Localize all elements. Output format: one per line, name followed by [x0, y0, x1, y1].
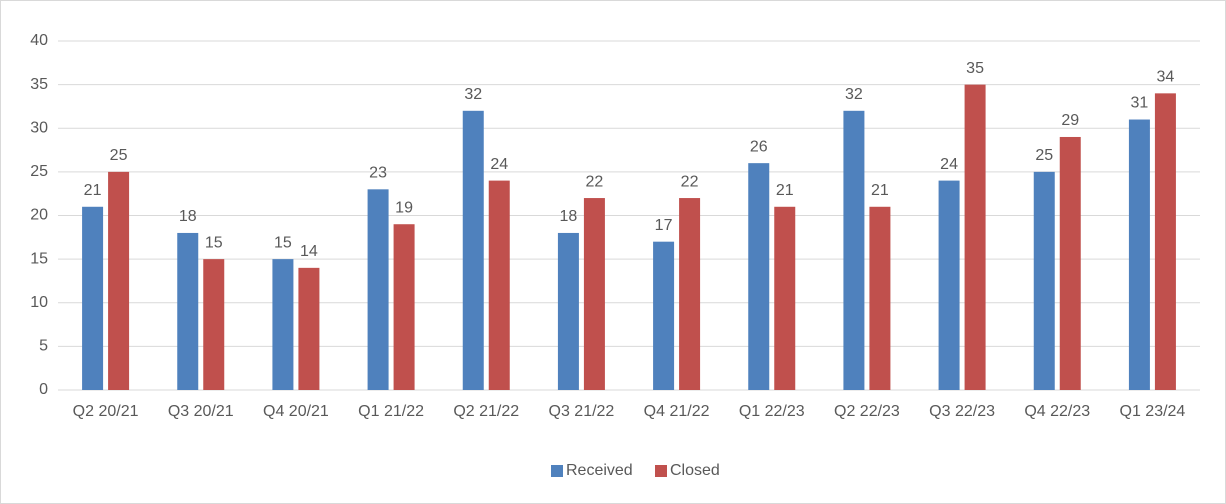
y-tick-label: 15: [30, 250, 48, 267]
data-label: 29: [1061, 112, 1079, 129]
x-tick-label: Q3 20/21: [168, 403, 234, 420]
bar: [488, 180, 510, 390]
data-label: 19: [395, 199, 413, 216]
bar: [1154, 93, 1176, 390]
bar: [679, 198, 701, 390]
y-tick-label: 5: [39, 338, 48, 355]
x-tick-label: Q3 22/23: [929, 403, 995, 420]
data-label: 21: [776, 182, 794, 199]
x-tick-label: Q3 21/22: [549, 403, 615, 420]
bar: [869, 206, 891, 390]
bar: [177, 232, 199, 390]
data-label: 15: [205, 234, 223, 251]
y-tick-label: 25: [30, 163, 48, 180]
bar: [272, 259, 294, 390]
data-label: 26: [750, 138, 768, 155]
data-label: 15: [274, 234, 292, 251]
data-label: 21: [84, 182, 102, 199]
bar: [1033, 171, 1055, 390]
data-label: 22: [586, 173, 604, 190]
y-tick-label: 0: [39, 381, 48, 398]
bar: [748, 163, 770, 390]
bar: [774, 206, 796, 390]
data-label: 34: [1157, 69, 1175, 86]
bar: [1059, 136, 1081, 390]
data-label: 22: [681, 173, 699, 190]
bar: [393, 224, 415, 390]
x-tick-label: Q1 21/22: [358, 403, 424, 420]
bar: [843, 110, 865, 391]
bar: [367, 189, 389, 390]
legend-swatch: [551, 465, 563, 477]
legend-label: Received: [566, 462, 633, 479]
data-label: 32: [464, 86, 482, 103]
bar: [82, 206, 104, 390]
data-label: 14: [300, 243, 318, 260]
x-tick-label: Q2 21/22: [453, 403, 519, 420]
data-label: 23: [369, 165, 387, 182]
x-tick-label: Q1 23/24: [1120, 403, 1186, 420]
data-label: 18: [560, 208, 578, 225]
data-label: 32: [845, 86, 863, 103]
x-tick-label: Q1 22/23: [739, 403, 805, 420]
data-label: 24: [490, 156, 508, 173]
x-tick-label: Q4 22/23: [1024, 403, 1090, 420]
legend-label: Closed: [670, 462, 720, 479]
bar: [108, 171, 130, 390]
bar: [1128, 119, 1150, 391]
bar: [964, 84, 986, 390]
legend-swatch: [655, 465, 667, 477]
x-tick-label: Q2 20/21: [73, 403, 139, 420]
data-label: 21: [871, 182, 889, 199]
bar: [298, 267, 320, 390]
data-label: 31: [1131, 95, 1149, 112]
y-tick-label: 40: [30, 32, 48, 49]
x-tick-label: Q2 22/23: [834, 403, 900, 420]
x-tick-label: Q4 20/21: [263, 403, 329, 420]
x-tick-label: Q4 21/22: [644, 403, 710, 420]
y-tick-label: 35: [30, 76, 48, 93]
data-label: 17: [655, 217, 673, 234]
y-tick-label: 10: [30, 294, 48, 311]
data-label: 18: [179, 208, 197, 225]
data-label: 35: [966, 60, 984, 77]
bar: [203, 259, 225, 390]
y-tick-label: 20: [30, 207, 48, 224]
data-label: 24: [940, 156, 958, 173]
data-label: 25: [110, 147, 128, 164]
bar: [462, 110, 484, 391]
bar: [583, 198, 605, 390]
data-label: 25: [1035, 147, 1053, 164]
bar: [557, 232, 579, 390]
bar: [938, 180, 960, 390]
y-tick-label: 30: [30, 119, 48, 136]
bar: [653, 241, 675, 390]
